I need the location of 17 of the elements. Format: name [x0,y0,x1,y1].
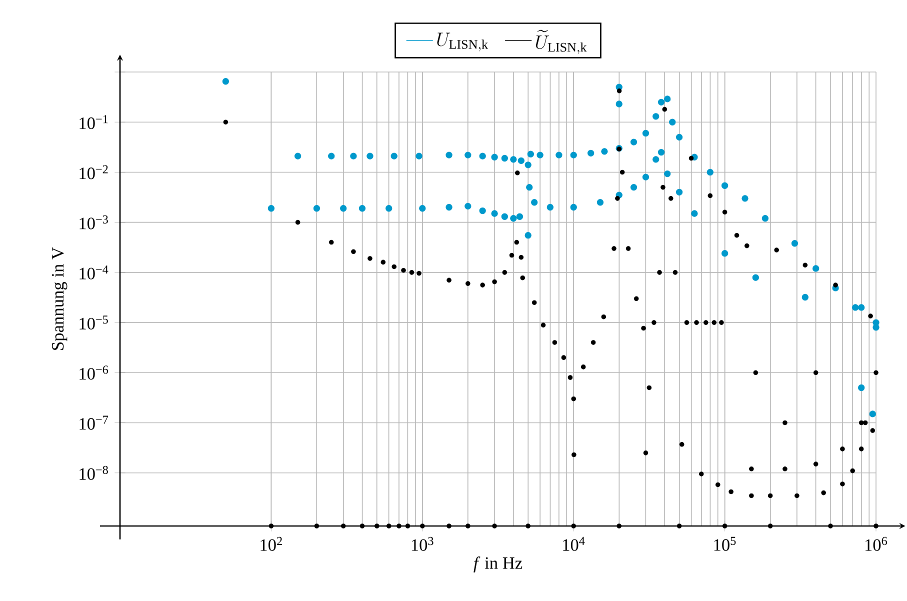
y-axis-title: Spannung in V [52,247,68,350]
y-tick-label: 10$^{−8}$ [80,466,108,480]
y-tick-label: 10$^{−3}$ [80,215,108,230]
x-tick-label: 10$^{6}$ [866,536,888,551]
y-tick-label: 10$^{−4}$ [80,265,108,280]
y-tick-label: 10$^{−2}$ [80,165,108,180]
x-tick-label: 10$^{3}$ [412,536,434,551]
y-tick-label: 10$^{−5}$ [80,316,108,330]
x-tick-label: 10$^{4}$ [563,536,585,551]
y-tick-label: 10$^{−7}$ [80,416,108,430]
y-tick-label: 10$^{−1}$ [80,115,108,130]
legend-label: $U_{\mathrm{LISN,k}}$ [437,32,488,52]
x-axis-title: f in Hz [474,556,522,572]
x-tick-label: 10$^{5}$ [714,536,736,551]
x-tick-label: 10$^{2}$ [260,536,282,551]
y-tick-label: 10$^{−6}$ [80,366,108,380]
legend-label: $\widetilde{U}_{\mathrm{LISN,k}}$ [536,30,587,54]
